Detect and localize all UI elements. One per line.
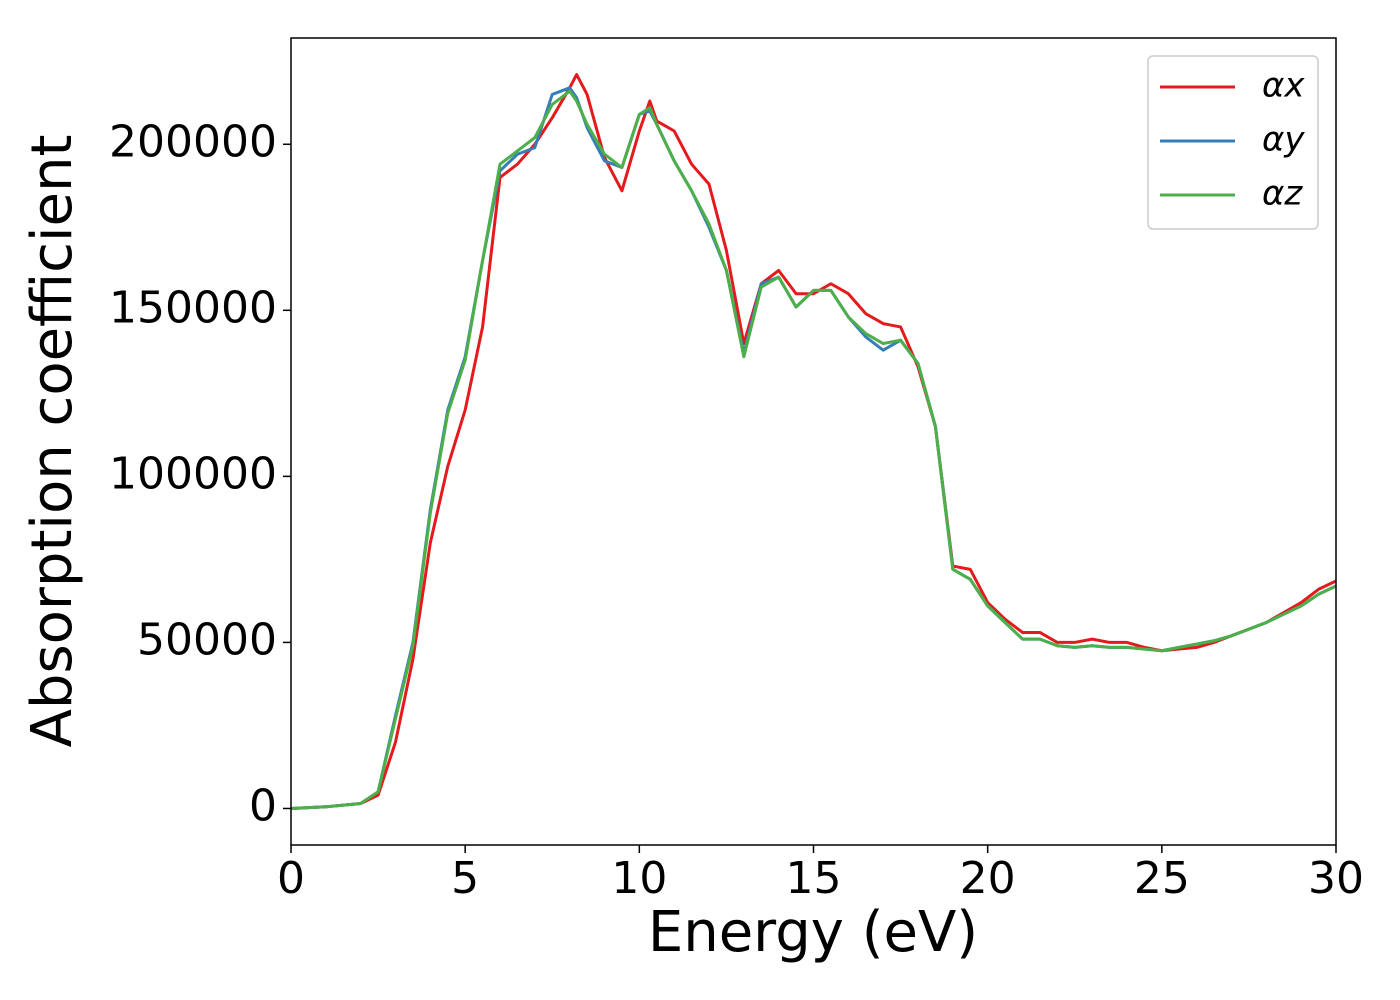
data-line <box>291 89 1336 810</box>
y-tick-label: 150000 <box>109 282 277 333</box>
legend-label: αz <box>1262 174 1303 214</box>
y-tick-label: 50000 <box>137 614 277 665</box>
y-tick-label: 200000 <box>109 116 277 167</box>
x-tick-label: 25 <box>1134 853 1190 904</box>
x-tick-label: 0 <box>277 853 305 904</box>
x-tick-label: 20 <box>960 853 1016 904</box>
y-tick-label: 0 <box>249 780 277 831</box>
y-axis-label: Absorption coefficient <box>20 135 85 748</box>
x-tick-label: 30 <box>1308 853 1364 904</box>
x-tick-label: 5 <box>451 853 479 904</box>
x-axis-label: Energy (eV) <box>648 900 978 965</box>
plot-frame <box>290 37 1337 846</box>
x-tick-label: 15 <box>786 853 842 904</box>
legend-label: αx <box>1262 66 1305 106</box>
legend-label: αy <box>1262 120 1305 160</box>
y-tick-label: 100000 <box>109 448 277 499</box>
x-tick-label: 10 <box>611 853 667 904</box>
